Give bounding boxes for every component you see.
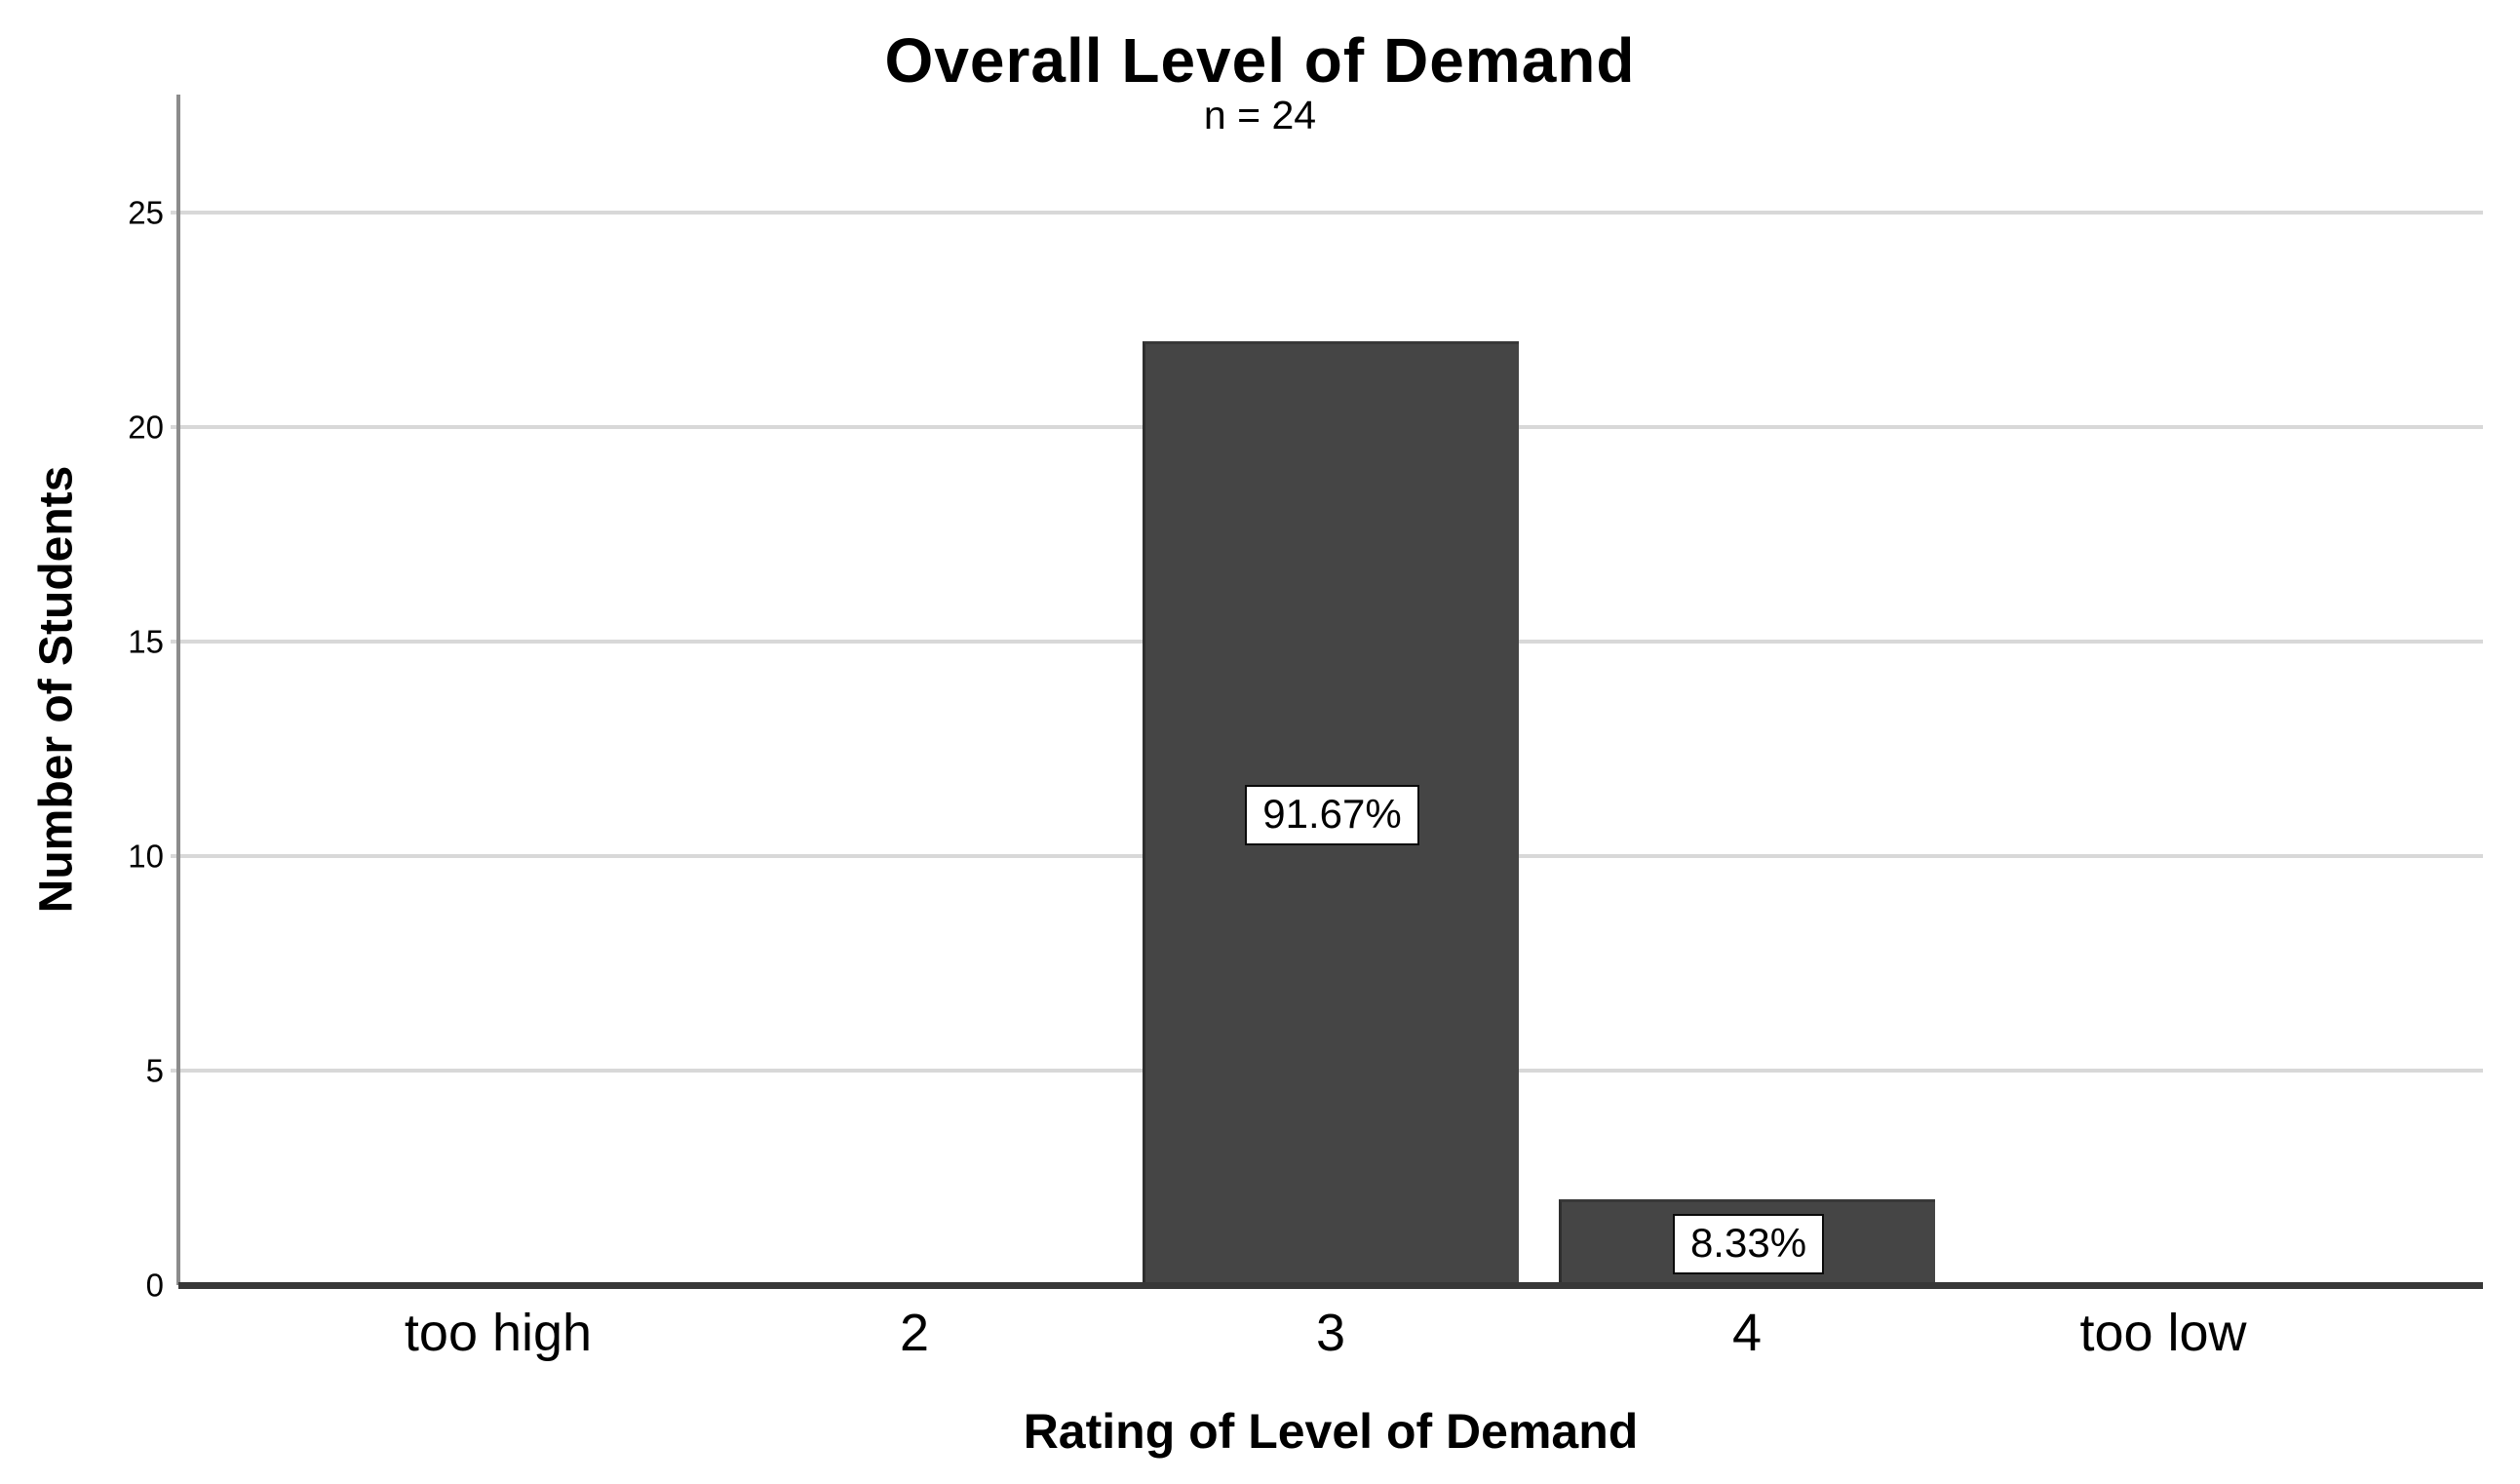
y-tick-10: 10 [128,838,164,875]
gridline-y-25 [171,211,2483,215]
chart-subtitle: n = 24 [1203,93,1317,137]
y-tick-0: 0 [145,1267,164,1304]
bar-label-3: 91.67% [1245,784,1419,845]
x-axis-baseline [178,1282,2483,1289]
x-axis-title: Rating of Level of Demand [1023,1404,1639,1459]
y-tick-20: 20 [128,409,164,446]
y-tick-25: 25 [128,194,164,231]
plot-area: 91.67% 8.33% [171,95,2483,1289]
y-tick-5: 5 [145,1052,164,1089]
chart-title: Overall Level of Demand [884,25,1636,96]
x-tick-4: 4 [1731,1304,1763,1362]
x-tick-too-low: too low [2079,1304,2247,1362]
y-axis-line [176,95,180,1285]
bar-label-4: 8.33% [1672,1213,1825,1274]
x-tick-2: 2 [899,1304,930,1362]
bar-3: 91.67% [1143,341,1519,1285]
x-tick-3: 3 [1315,1304,1346,1362]
x-tick-too-high: too high [404,1304,593,1362]
y-tick-15: 15 [128,623,164,660]
bar-4: 8.33% [1559,1199,1935,1285]
